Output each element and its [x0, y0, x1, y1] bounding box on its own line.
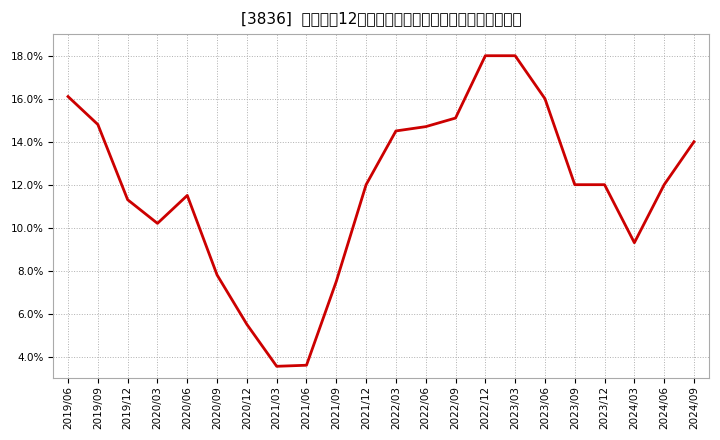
Title: [3836]  売上高の12か月移動合計の対前年同期増減率の推移: [3836] 売上高の12か月移動合計の対前年同期増減率の推移: [240, 11, 521, 26]
